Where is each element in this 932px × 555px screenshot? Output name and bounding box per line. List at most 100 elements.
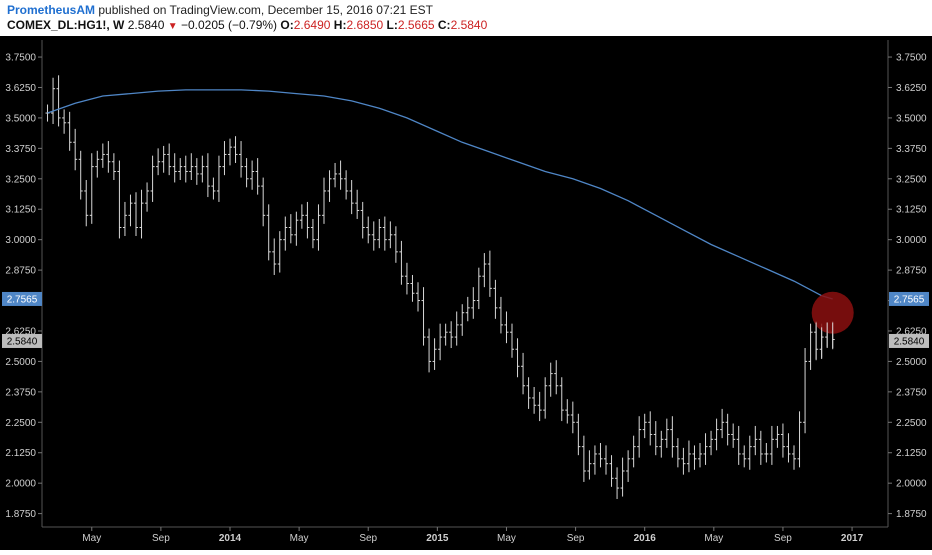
- moving-average-line: [47, 89, 833, 300]
- price-bar: [620, 457, 625, 497]
- price-bar: [161, 145, 166, 173]
- price-bar: [294, 211, 299, 246]
- author-link[interactable]: PrometheusAM: [7, 3, 96, 17]
- price-bar: [803, 348, 808, 434]
- price-bar: [808, 323, 813, 370]
- price-bar: [250, 160, 255, 190]
- price-bar: [145, 182, 150, 212]
- price-bar: [576, 413, 581, 456]
- price-bar: [720, 408, 725, 439]
- price-bar: [609, 455, 614, 487]
- price-bar: [371, 221, 376, 251]
- y-tick-label-left: 3.5000: [5, 113, 36, 124]
- price-bar: [272, 238, 277, 275]
- price-bar: [471, 287, 476, 319]
- price-bar: [427, 328, 432, 373]
- price-bar: [222, 141, 227, 176]
- quote-line: COMEX_DL:HG1!, W 2.5840 ▼ −0.0205 (−0.79…: [7, 18, 487, 32]
- price-bar: [150, 155, 155, 202]
- price-value-badge-left-bg: [2, 333, 42, 348]
- price-bar: [106, 141, 111, 173]
- y-tick-label-left: 2.5000: [5, 357, 36, 368]
- price-bar: [322, 177, 326, 224]
- last-price: 2.5840: [127, 18, 165, 32]
- price-bar: [670, 416, 675, 458]
- price-bar: [100, 143, 105, 168]
- y-tick-label-left: 3.7500: [5, 53, 36, 64]
- y-tick-label-left: 2.0000: [5, 479, 36, 490]
- price-bar: [51, 77, 56, 125]
- price-bar: [438, 323, 443, 361]
- price-bar: [128, 194, 133, 227]
- y-tick-label-left: 2.2500: [5, 418, 36, 429]
- price-bar: [742, 445, 747, 468]
- price-change: −0.0205 (−0.79%): [180, 18, 278, 32]
- price-bar: [67, 111, 72, 151]
- price-bar: [692, 445, 697, 470]
- price-bar: [648, 411, 653, 446]
- highlight-circle: [811, 291, 854, 334]
- price-bar: [62, 109, 67, 134]
- price-bar: [338, 160, 343, 190]
- y-tick-label-right: 3.1250: [896, 205, 927, 216]
- y-tick-label-right: 2.5000: [896, 357, 927, 368]
- price-bar: [615, 467, 620, 499]
- price-bar: [565, 399, 570, 424]
- price-bar: [731, 423, 736, 448]
- price-bar: [487, 250, 492, 297]
- price-bar: [172, 153, 177, 183]
- price-bar: [725, 413, 730, 446]
- high-value: 2.6850: [346, 18, 384, 32]
- price-bar: [482, 253, 487, 288]
- price-bar: [183, 155, 188, 183]
- price-bar: [498, 296, 503, 334]
- price-bar: [416, 282, 420, 312]
- price-bar: [277, 231, 282, 273]
- price-value-badge-left: 2.5840: [7, 336, 38, 347]
- price-bar: [382, 216, 387, 251]
- price-bar: [476, 267, 481, 310]
- price-bar: [305, 201, 310, 239]
- y-tick-label-right: 3.2500: [896, 174, 927, 185]
- price-bar: [709, 430, 714, 456]
- price-bar: [598, 442, 603, 468]
- price-bar: [631, 435, 636, 468]
- y-tick-label-right: 2.2500: [896, 418, 927, 429]
- y-tick-label-left: 3.0000: [5, 235, 36, 246]
- x-tick-label: May: [704, 533, 723, 544]
- chart-area[interactable]: 3.7500 3.7500 3.6250 3.6250 3.5000 3.5000 3.37…: [0, 36, 932, 550]
- price-bar: [449, 321, 454, 349]
- price-bar: [310, 218, 315, 249]
- price-bar: [698, 442, 702, 468]
- price-bar: [200, 155, 205, 183]
- price-bar: [194, 158, 199, 185]
- y-tick-label-left: 2.8750: [5, 266, 36, 277]
- symbol-label[interactable]: COMEX_DL:HG1!, W: [7, 18, 125, 32]
- price-bar: [134, 192, 138, 237]
- price-bar: [156, 148, 161, 176]
- price-bar: [360, 201, 365, 239]
- price-bar: [736, 425, 741, 465]
- price-bar: [554, 360, 559, 395]
- price-bar: [89, 153, 94, 224]
- price-chart[interactable]: 3.7500 3.7500 3.6250 3.6250 3.5000 3.5000 3.37…: [0, 36, 932, 550]
- price-bar: [587, 450, 592, 480]
- price-bar: [570, 401, 575, 434]
- price-bar: [283, 216, 288, 251]
- price-bar: [111, 153, 116, 181]
- price-bar: [747, 435, 752, 470]
- price-bar: [626, 450, 631, 482]
- price-bar: [366, 216, 371, 244]
- price-bar: [78, 150, 83, 200]
- price-bar: [510, 323, 514, 358]
- price-bar: [167, 143, 172, 176]
- price-bar: [537, 391, 542, 422]
- price-bar: [316, 204, 321, 251]
- price-bar: [178, 158, 183, 181]
- price-bar: [775, 425, 780, 448]
- price-bar: [659, 430, 664, 458]
- price-bar: [792, 445, 796, 470]
- ma-value-badge-left: 2.7565: [7, 294, 38, 305]
- price-bar: [769, 425, 774, 465]
- price-bar: [255, 158, 260, 195]
